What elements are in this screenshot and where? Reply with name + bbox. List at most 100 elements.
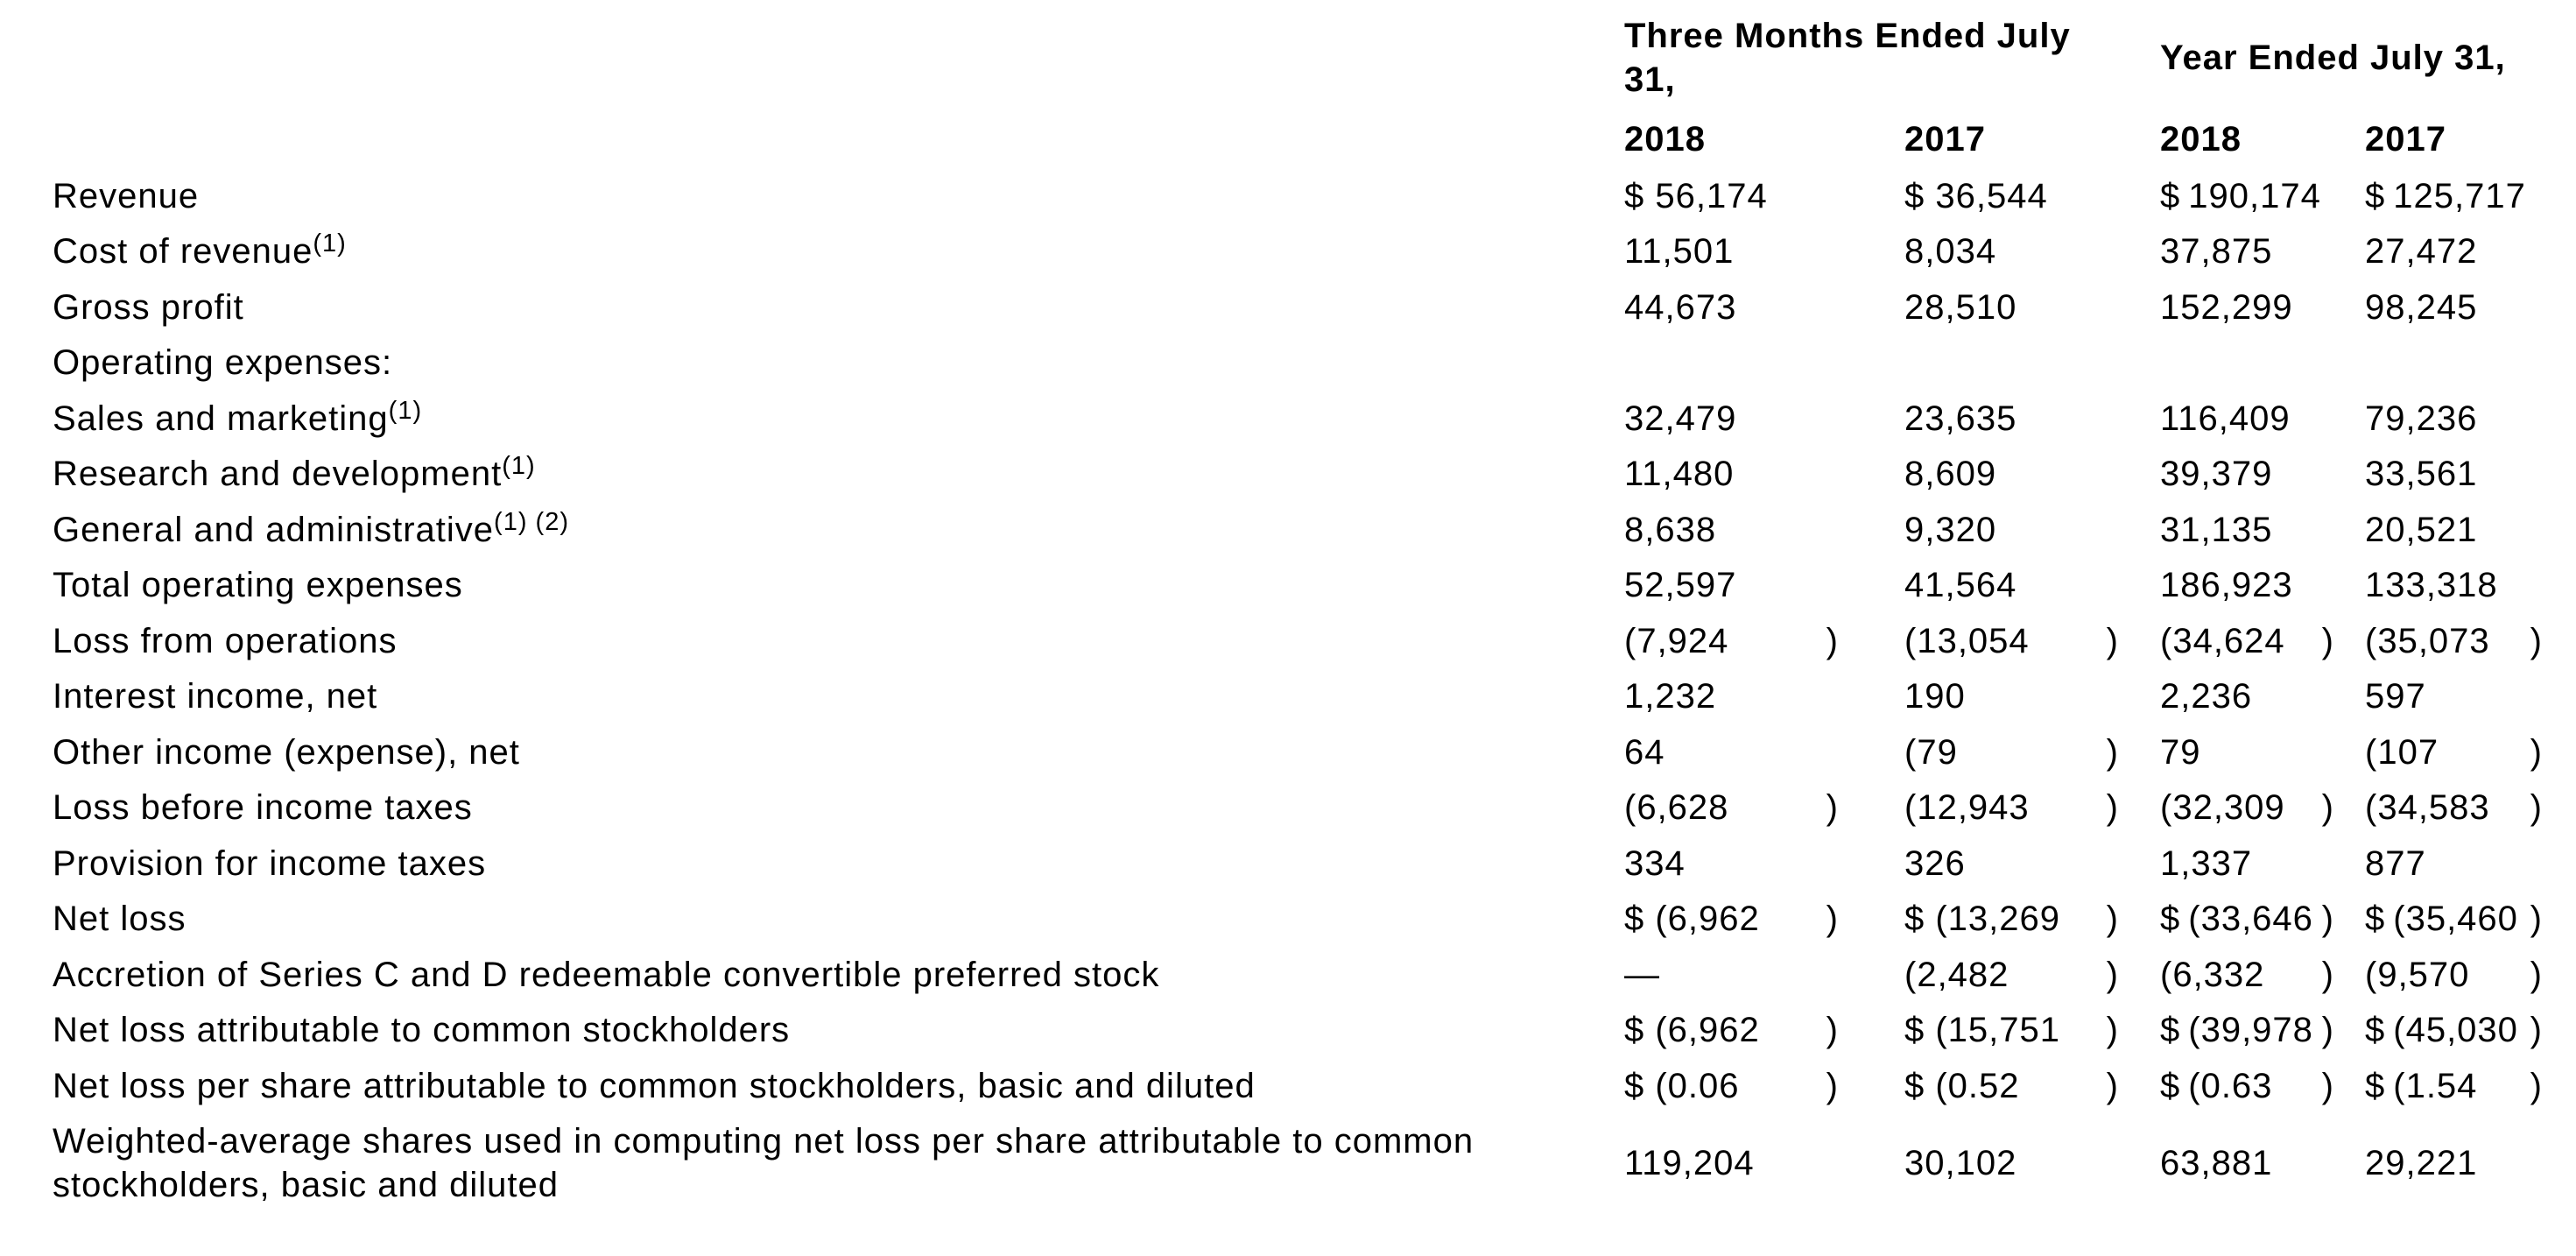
value-cell: 119,204 [1624,1141,1904,1185]
value-cell: 79,236 [2365,397,2576,441]
value-cell: 64 [1624,730,1904,774]
cell-value: $ (1.54 [2365,1066,2478,1105]
closing-paren: ) [2106,732,2119,772]
value-cell: $ (0.63) [2160,1064,2365,1108]
cell-value: 152,299 [2160,287,2293,327]
value-cell: (2,482) [1904,953,2160,997]
table-row: Other income (expense), net 64 (79) 79 (… [0,724,2576,780]
value-cell: 1,232 [1624,674,1904,718]
table-header-years: 2018 2017 2018 2017 [0,110,2576,168]
row-label: Revenue [53,176,200,215]
table-row: Net loss per share attributable to commo… [0,1058,2576,1114]
value-cell: $ (0.06) [1624,1064,1904,1108]
cell-value: (12,943 [1904,788,2030,828]
row-label: Net loss per share attributable to commo… [53,1066,1256,1105]
cell-value: 597 [2365,677,2426,716]
cell-value: 8,609 [1904,455,1997,494]
footnote-superscript: (1) [313,229,347,258]
value-cell: 27,472 [2365,229,2576,273]
period-header-label: 2017 [2365,120,2446,159]
value-cell: (6,628) [1624,786,1904,829]
cell-value: 32,479 [1624,399,1737,438]
closing-paren: ) [1826,788,1839,828]
period-header: 2017 [1904,117,2160,161]
row-label-cell: Total operating expenses [0,563,1624,607]
cell-value: 326 [1904,843,1966,883]
cell-value: 98,245 [2365,287,2478,327]
cell-value: 8,638 [1624,510,1717,549]
cell-value: $ 56,174 [1624,176,1768,215]
cell-value: (32,309 [2160,788,2285,828]
cell-value: $ (0.52 [1904,1066,2020,1105]
value-cell: 32,479 [1624,397,1904,441]
cell-value: 116,409 [2160,399,2291,438]
cell-value: 8,034 [1904,232,1997,272]
row-label-cell: Weighted-average shares used in computin… [0,1119,1624,1207]
row-label-cell: Loss from operations [0,619,1624,663]
value-cell: 29,221 [2365,1141,2576,1185]
cell-value: 186,923 [2160,566,2293,605]
value-cell: (32,309) [2160,786,2365,829]
cell-value: (7,924 [1624,621,1729,660]
value-cell: (34,583) [2365,786,2576,829]
cell-value: $ (15,751 [1904,1011,2061,1050]
cell-value: 27,472 [2365,232,2478,272]
value-cell: 28,510 [1904,286,2160,329]
closing-paren: ) [2321,1066,2334,1105]
value-cell: 79 [2160,730,2365,774]
value-cell: $ (45,030) [2365,1008,2576,1052]
period-header: 2018 [1624,117,1904,161]
row-label: Research and development [53,455,503,494]
value-cell: $ (33,646) [2160,897,2365,941]
value-cell: (79) [1904,730,2160,774]
closing-paren: ) [2106,1011,2119,1050]
value-cell: 334 [1624,842,1904,886]
closing-paren: ) [2530,732,2543,772]
value-cell: 326 [1904,842,2160,886]
row-label-cell: Sales and marketing(1) [0,397,1624,441]
row-label-cell: Operating expenses: [0,341,1624,385]
table-row: Cost of revenue(1) 11,501 8,034 37,875 2… [0,224,2576,280]
table-row: General and administrative(1) (2) 8,638 … [0,502,2576,558]
value-cell: 20,521 [2365,508,2576,552]
closing-paren: ) [2321,1011,2334,1050]
cell-value: (34,624 [2160,621,2285,660]
cell-value: 63,881 [2160,1144,2273,1182]
cell-value: 79 [2160,732,2201,772]
closing-paren: ) [2106,900,2119,939]
row-label: Total operating expenses [53,566,463,605]
closing-paren: ) [2530,788,2543,828]
table-header-groups: Three Months Ended July 31, Year Ended J… [0,5,2576,110]
value-cell: 41,564 [1904,563,2160,607]
column-group-three-months: Three Months Ended July 31, [1624,17,2071,99]
table-row: Weighted-average shares used in computin… [0,1114,2576,1213]
cell-value: $ (0.06 [1624,1066,1740,1105]
closing-paren: ) [2106,788,2119,828]
value-cell: 63,881 [2160,1141,2365,1185]
closing-paren: ) [2321,955,2334,994]
row-label-cell: Provision for income taxes [0,842,1624,886]
value-cell: 133,318 [2365,563,2576,607]
cell-value: 20,521 [2365,510,2478,549]
row-label-cell: Accretion of Series C and D redeemable c… [0,953,1624,997]
value-cell: 186,923 [2160,563,2365,607]
table-row: Total operating expenses 52,597 41,564 1… [0,558,2576,614]
cell-value: 119,204 [1624,1144,1755,1182]
value-cell: 44,673 [1624,286,1904,329]
cell-value: $ (6,962 [1624,900,1760,939]
cell-value: (35,073 [2365,621,2490,660]
cell-value: 877 [2365,843,2426,883]
value-cell: $ 190,174 [2160,174,2365,218]
value-cell: (34,624) [2160,619,2365,663]
cell-value: — [1624,955,1660,994]
cell-value: $ 190,174 [2160,176,2321,215]
row-label: Loss from operations [53,621,398,660]
value-cell: $ (6,962) [1624,897,1904,941]
row-label-cell: General and administrative(1) (2) [0,508,1624,552]
row-label: Weighted-average shares used in computin… [53,1122,1475,1204]
value-cell: 52,597 [1624,563,1904,607]
row-label-cell: Gross profit [0,286,1624,329]
closing-paren: ) [1826,900,1839,939]
cell-value: 79,236 [2365,399,2478,438]
row-label-cell: Other income (expense), net [0,730,1624,774]
